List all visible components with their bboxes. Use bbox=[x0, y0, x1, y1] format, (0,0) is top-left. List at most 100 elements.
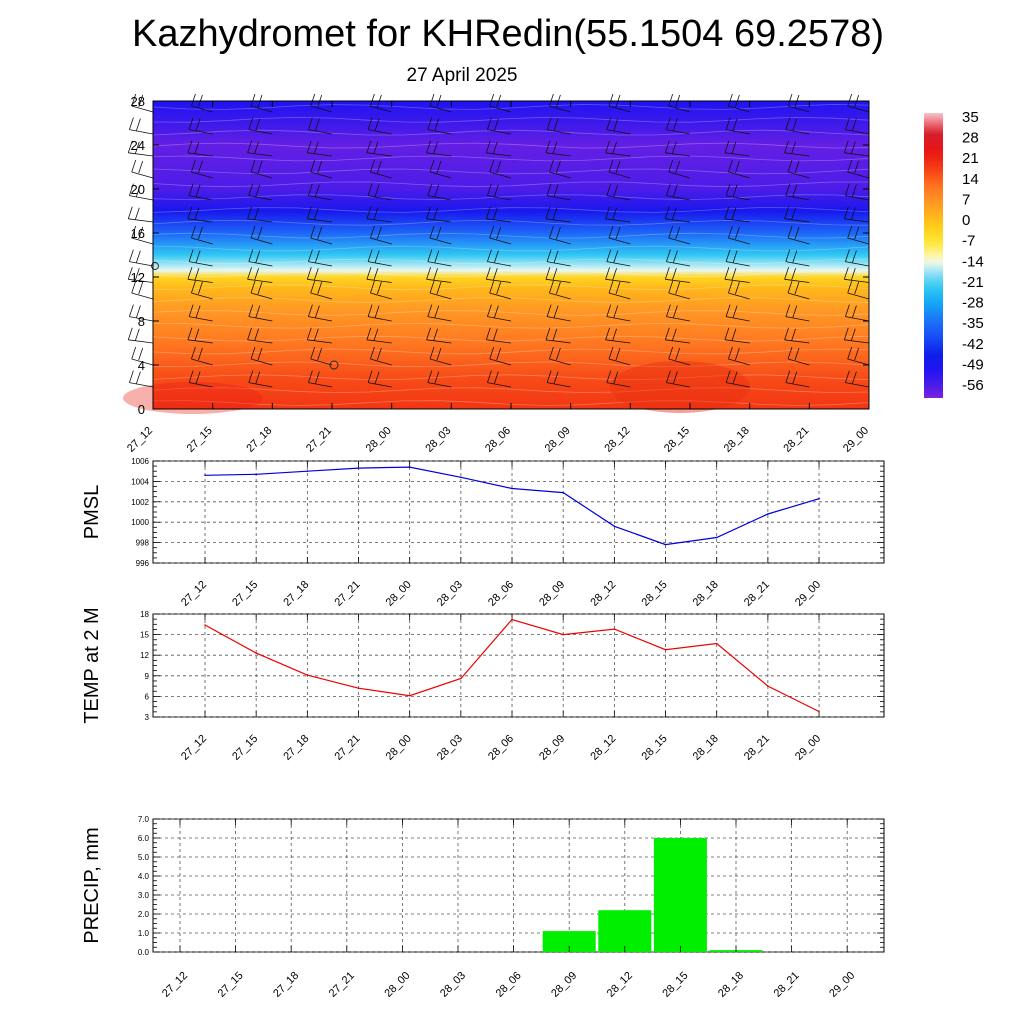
wind-barb-feather bbox=[427, 304, 433, 317]
wind-barb-feather bbox=[671, 141, 677, 154]
wind-barb-feather bbox=[131, 159, 137, 173]
wind-barb-feather bbox=[315, 305, 320, 318]
wind-barb-shaft bbox=[847, 171, 870, 179]
wind-barb-shaft bbox=[248, 195, 273, 201]
wind-barb bbox=[666, 249, 691, 267]
wind-barb-shaft bbox=[666, 316, 691, 322]
wind-barb bbox=[725, 249, 750, 267]
x-tick-label: 28_06 bbox=[486, 579, 516, 609]
x-tick-label: 27_18 bbox=[281, 579, 311, 609]
wind-barb-feather bbox=[489, 93, 495, 107]
data-point bbox=[664, 543, 667, 546]
wind-barb-shaft bbox=[427, 195, 452, 201]
x-tick-label: 27_15 bbox=[185, 425, 215, 455]
wind-barb-feather bbox=[191, 225, 196, 239]
wind-barb bbox=[728, 159, 750, 179]
wind-barb-feather bbox=[728, 280, 733, 294]
wind-barb bbox=[310, 346, 333, 366]
wind-barb-shaft bbox=[489, 358, 512, 366]
data-point bbox=[255, 473, 257, 476]
wind-barb-shaft bbox=[370, 292, 392, 300]
wind-barb-feather bbox=[792, 184, 798, 197]
wind-barb-feather bbox=[725, 183, 731, 196]
wind-barb bbox=[248, 117, 273, 135]
wind-barb-feather bbox=[731, 207, 737, 220]
wind-barb-shaft bbox=[726, 195, 750, 201]
y-tick-label: 6 bbox=[145, 692, 150, 701]
wind-barb bbox=[724, 327, 750, 344]
wind-barb-shaft bbox=[426, 152, 452, 157]
wind-barb bbox=[845, 117, 870, 135]
wind-barb bbox=[487, 370, 512, 388]
wind-barb-feather bbox=[198, 160, 203, 174]
wind-barb bbox=[489, 159, 512, 179]
wind-barb-feather bbox=[552, 328, 558, 341]
wind-barb-feather bbox=[310, 346, 316, 360]
wind-barb-feather bbox=[306, 327, 312, 340]
data-point bbox=[460, 476, 462, 479]
wind-barb-feather bbox=[615, 347, 621, 361]
contour-line bbox=[152, 142, 870, 149]
wind-barb-shaft bbox=[787, 171, 810, 179]
wind-barb-shaft bbox=[250, 105, 273, 113]
x-tick-label: 28_21 bbox=[772, 970, 802, 1000]
wind-barb bbox=[248, 249, 273, 267]
wind-barb-feather bbox=[668, 346, 674, 360]
wind-barb bbox=[131, 346, 154, 366]
calm-circle bbox=[329, 360, 339, 370]
wind-barb-feather bbox=[370, 93, 375, 107]
wind-barb-feather bbox=[136, 118, 141, 131]
wind-barb bbox=[608, 225, 631, 245]
y-tick-label: 1006 bbox=[131, 457, 149, 466]
wind-barb-shaft bbox=[665, 152, 691, 157]
wind-barb-feather bbox=[427, 249, 433, 262]
wind-barb-feather bbox=[248, 117, 254, 130]
wind-barb-shaft bbox=[605, 218, 631, 223]
x-tick-label: 28_18 bbox=[691, 733, 721, 763]
wind-barb-shaft bbox=[370, 237, 392, 245]
contour-line bbox=[152, 194, 870, 201]
x-tick-label: 28_09 bbox=[537, 733, 567, 763]
wind-barb bbox=[843, 327, 870, 344]
wind-barb bbox=[366, 206, 392, 223]
wind-barb-shaft bbox=[606, 382, 631, 388]
wind-barb-feather bbox=[787, 225, 793, 239]
x-tick-label: 27_18 bbox=[271, 970, 301, 1000]
wind-barb-shaft bbox=[726, 382, 750, 388]
wind-barb-feather bbox=[188, 370, 194, 383]
wind-barb bbox=[545, 327, 571, 344]
wind-barb-feather bbox=[546, 117, 552, 130]
wind-barb bbox=[131, 93, 154, 113]
wind-barb bbox=[487, 183, 512, 201]
wind-barb bbox=[608, 280, 631, 300]
wind-barb bbox=[187, 267, 213, 283]
wind-barb bbox=[191, 225, 213, 245]
x-tick-label: 28_12 bbox=[588, 733, 618, 763]
wind-barb-shaft bbox=[370, 171, 392, 179]
wind-barb-shaft bbox=[724, 278, 750, 283]
y-tick-label: 1002 bbox=[131, 498, 149, 507]
calm-circle bbox=[151, 262, 159, 270]
wind-barb-feather bbox=[136, 371, 141, 384]
contour-line bbox=[152, 258, 870, 265]
wind-barb bbox=[131, 225, 154, 245]
precip-bar bbox=[598, 910, 652, 952]
wind-barb-feather bbox=[367, 370, 373, 383]
wind-barb-feather bbox=[434, 371, 440, 384]
wind-barb-feather bbox=[847, 225, 853, 239]
wind-barb-feather bbox=[373, 207, 379, 220]
wind-barb-feather bbox=[784, 267, 789, 280]
wind-barb-feather bbox=[370, 280, 375, 294]
wind-barb-shaft bbox=[191, 105, 213, 113]
wind-barb-feather bbox=[615, 281, 621, 295]
wind-barb-feather bbox=[485, 327, 491, 340]
wind-barb bbox=[306, 327, 333, 344]
wind-barb-shaft bbox=[429, 292, 452, 300]
wind-barb bbox=[487, 249, 512, 267]
wind-barb-feather bbox=[433, 141, 438, 154]
wind-barb-shaft bbox=[189, 261, 213, 267]
contour-line bbox=[152, 207, 870, 213]
wind-barb-shaft bbox=[366, 152, 392, 157]
wind-barb-feather bbox=[724, 140, 730, 153]
wind-barb-feather bbox=[785, 249, 791, 262]
